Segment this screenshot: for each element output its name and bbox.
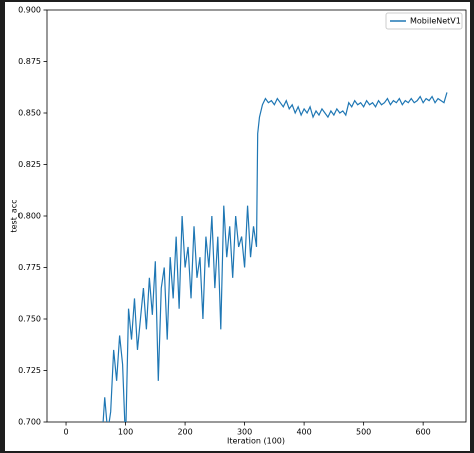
x-axis-label: Iteration (100) [227,437,285,446]
x-tick-label: 600 [416,428,431,437]
legend-box [385,12,463,30]
figure-background [5,2,470,451]
x-tick-label: 100 [118,428,133,437]
y-tick-label: 0.850 [18,109,41,118]
y-axis-label: test_acc [10,199,19,232]
y-tick-label: 0.800 [18,212,41,221]
x-tick-label: 200 [177,428,192,437]
y-tick-label: 0.750 [18,315,41,324]
data-line [102,92,448,422]
y-tick-label: 0.875 [18,57,41,66]
x-tick-label: 500 [356,428,371,437]
plot-area [102,92,448,422]
x-tick-label: 300 [237,428,252,437]
y-tick-label: 0.775 [18,263,41,272]
y-tick-label: 0.700 [18,418,41,427]
x-tick-label: 400 [296,428,311,437]
x-tick-label: 0 [63,428,68,437]
y-tick-label: 0.900 [18,6,41,15]
y-tick-label: 0.825 [18,160,41,169]
y-tick-label: 0.725 [18,366,41,375]
legend-label: MobileNetV1 [410,17,461,26]
